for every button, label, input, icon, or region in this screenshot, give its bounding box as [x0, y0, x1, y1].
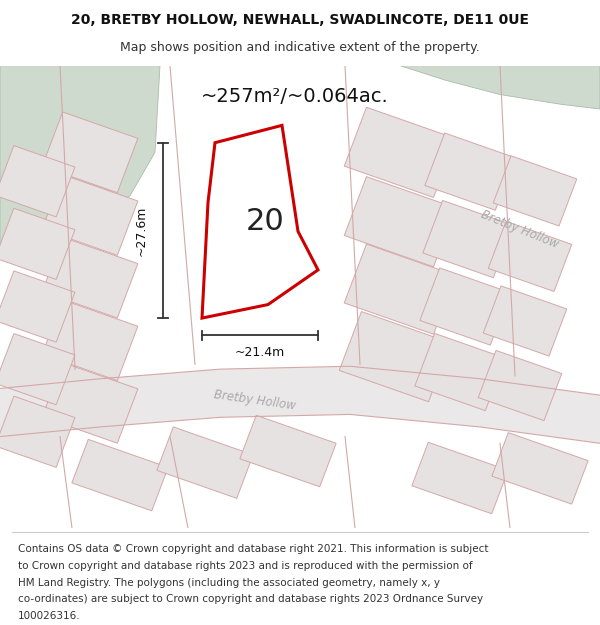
Polygon shape: [240, 415, 336, 487]
Text: Bretby Hollow: Bretby Hollow: [213, 388, 297, 412]
Polygon shape: [412, 442, 508, 514]
Text: HM Land Registry. The polygons (including the associated geometry, namely x, y: HM Land Registry. The polygons (includin…: [18, 578, 440, 587]
Polygon shape: [0, 396, 75, 468]
Polygon shape: [42, 174, 138, 256]
Polygon shape: [344, 244, 456, 334]
Text: ~21.4m: ~21.4m: [235, 346, 285, 359]
Polygon shape: [0, 366, 600, 443]
Polygon shape: [157, 427, 253, 498]
Polygon shape: [42, 112, 138, 192]
Polygon shape: [42, 300, 138, 381]
Polygon shape: [0, 66, 160, 258]
Polygon shape: [483, 286, 567, 356]
Polygon shape: [415, 333, 505, 411]
Polygon shape: [493, 156, 577, 226]
Polygon shape: [420, 268, 510, 345]
Polygon shape: [478, 351, 562, 421]
Polygon shape: [488, 221, 572, 291]
Polygon shape: [0, 208, 75, 279]
Polygon shape: [339, 311, 451, 402]
Polygon shape: [0, 271, 75, 342]
Polygon shape: [344, 107, 456, 198]
Polygon shape: [42, 238, 138, 318]
Text: to Crown copyright and database rights 2023 and is reproduced with the permissio: to Crown copyright and database rights 2…: [18, 561, 473, 571]
Polygon shape: [425, 133, 515, 210]
Text: Map shows position and indicative extent of the property.: Map shows position and indicative extent…: [120, 41, 480, 54]
Polygon shape: [0, 334, 75, 405]
Polygon shape: [0, 146, 75, 217]
Polygon shape: [400, 66, 600, 109]
Polygon shape: [42, 362, 138, 443]
Text: 20, BRETBY HOLLOW, NEWHALL, SWADLINCOTE, DE11 0UE: 20, BRETBY HOLLOW, NEWHALL, SWADLINCOTE,…: [71, 12, 529, 27]
Text: ~27.6m: ~27.6m: [134, 205, 148, 256]
Text: 100026316.: 100026316.: [18, 611, 80, 621]
Polygon shape: [72, 439, 168, 511]
Polygon shape: [202, 126, 318, 318]
Text: Bretby Hollow: Bretby Hollow: [479, 208, 560, 251]
Polygon shape: [492, 432, 588, 504]
Text: ~257m²/~0.064ac.: ~257m²/~0.064ac.: [201, 87, 389, 106]
Polygon shape: [344, 177, 456, 267]
Text: 20: 20: [245, 208, 284, 236]
Text: co-ordinates) are subject to Crown copyright and database rights 2023 Ordnance S: co-ordinates) are subject to Crown copyr…: [18, 594, 483, 604]
Polygon shape: [423, 201, 513, 278]
Text: Contains OS data © Crown copyright and database right 2021. This information is : Contains OS data © Crown copyright and d…: [18, 544, 488, 554]
